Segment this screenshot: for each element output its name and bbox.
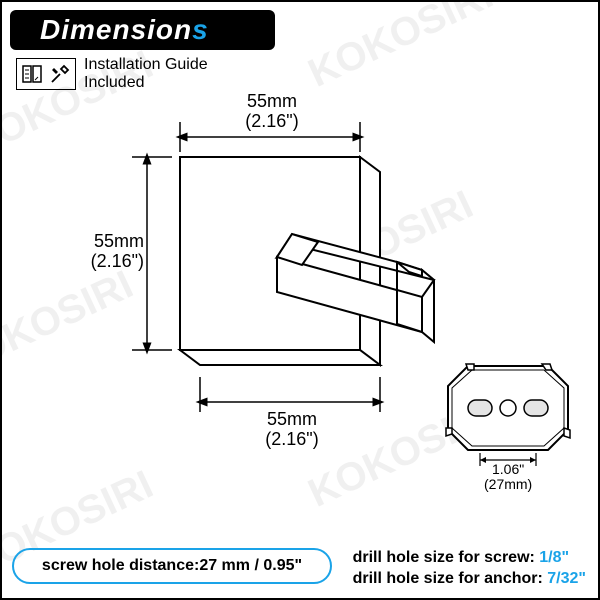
screw-distance-pill: screw hole distance: 27 mm / 0.95" — [12, 548, 332, 584]
header-title-accent: s — [192, 14, 209, 45]
bottom-dim-label: 55mm (2.16") — [247, 410, 337, 450]
screw-distance-label: screw hole distance: — [42, 557, 199, 575]
drill-screw-value: 1/8" — [539, 549, 569, 566]
header-title-main: Dimension — [40, 14, 192, 45]
top-dim-label: 55mm (2.16") — [232, 92, 312, 132]
screw-distance-value: 27 mm / 0.95" — [199, 557, 302, 575]
install-guide-row: Installation Guide Included — [16, 56, 208, 93]
header: Dimensions — [10, 10, 590, 50]
left-dim-in: (2.16") — [74, 252, 144, 272]
tools-icon — [47, 61, 73, 87]
install-text: Installation Guide Included — [84, 56, 208, 93]
mount-dim-mm: (27mm) — [484, 477, 532, 492]
install-icons — [16, 58, 76, 90]
drill-anchor-label: drill hole size for anchor: — [353, 570, 548, 587]
left-dim-mm: 55mm — [74, 232, 144, 252]
top-dim-in: (2.16") — [232, 112, 312, 132]
drill-screw-label: drill hole size for screw: — [353, 549, 540, 566]
bottom-dim-mm: 55mm — [247, 410, 337, 430]
header-pill: Dimensions — [10, 10, 275, 50]
left-dim-label: 55mm (2.16") — [74, 232, 144, 272]
mount-dim-label: 1.06" (27mm) — [484, 462, 532, 493]
mount-dim-in: 1.06" — [484, 462, 532, 477]
drill-anchor-value: 7/32" — [547, 570, 586, 587]
header-title: Dimensions — [40, 14, 209, 46]
top-dim-mm: 55mm — [232, 92, 312, 112]
install-line1: Installation Guide — [84, 56, 208, 74]
book-icon — [19, 61, 45, 87]
bottom-dim-in: (2.16") — [247, 430, 337, 450]
mount-plate-diagram: 1.06" (27mm) — [438, 358, 578, 488]
drill-sizes: drill hole size for screw: 1/8" drill ho… — [353, 547, 586, 590]
install-line2: Included — [84, 74, 208, 92]
